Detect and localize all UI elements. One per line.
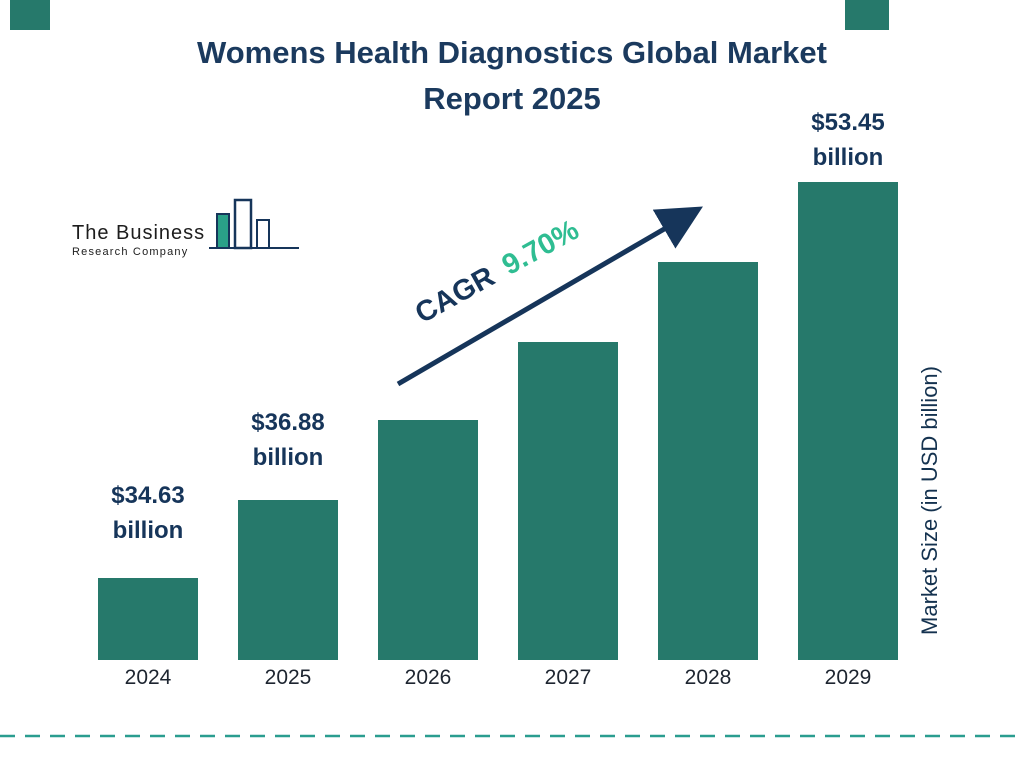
value-amount: $53.45 [811, 109, 885, 136]
value-amount: $34.63 [111, 482, 185, 509]
value-unit: billion [112, 517, 184, 544]
bar-2028 [658, 262, 758, 660]
value-unit: billion [812, 144, 884, 171]
bar-2027 [518, 342, 618, 660]
corner-accent-right [845, 0, 889, 30]
x-axis-label-2029: 2029 [824, 666, 872, 689]
x-axis-label-2025: 2025 [264, 666, 312, 689]
logo-subname: Research Company [72, 246, 189, 258]
value-amount: $36.88 [251, 409, 325, 436]
bar-2025 [238, 500, 338, 660]
page-title: Womens Health Diagnostics Global Market R… [0, 30, 1024, 122]
logo: The Business Research Company [72, 198, 301, 258]
bar-2026 [378, 420, 478, 660]
x-axis-label-2027: 2027 [544, 666, 592, 689]
bottom-dashed-divider [0, 734, 1024, 738]
value-label-2029: $53.45 billion [768, 105, 928, 175]
y-axis-title-text: Market Size (in USD billion) [917, 365, 942, 635]
logo-name: The Business [72, 222, 206, 244]
bar-2029 [798, 182, 898, 660]
bar-2024 [98, 578, 198, 660]
x-axis-label-2024: 2024 [124, 666, 172, 689]
x-axis-label-2028: 2028 [684, 666, 732, 689]
corner-accent-left [10, 0, 50, 30]
value-label-2024: $34.63 billion [68, 478, 228, 548]
logo-chart-icon [209, 198, 300, 250]
x-axis-label-2026: 2026 [404, 666, 452, 689]
cagr-trend-arrow [396, 206, 703, 387]
y-axis-title: Market Size (in USD billion) [908, 335, 952, 665]
value-unit: billion [252, 444, 324, 471]
value-label-2025: $36.88 billion [208, 405, 368, 475]
page-title-line1: Womens Health Diagnostics Global Market [197, 35, 827, 70]
page-title-line2: Report 2025 [423, 81, 601, 116]
logo-text: The Business Research Company [72, 222, 205, 258]
